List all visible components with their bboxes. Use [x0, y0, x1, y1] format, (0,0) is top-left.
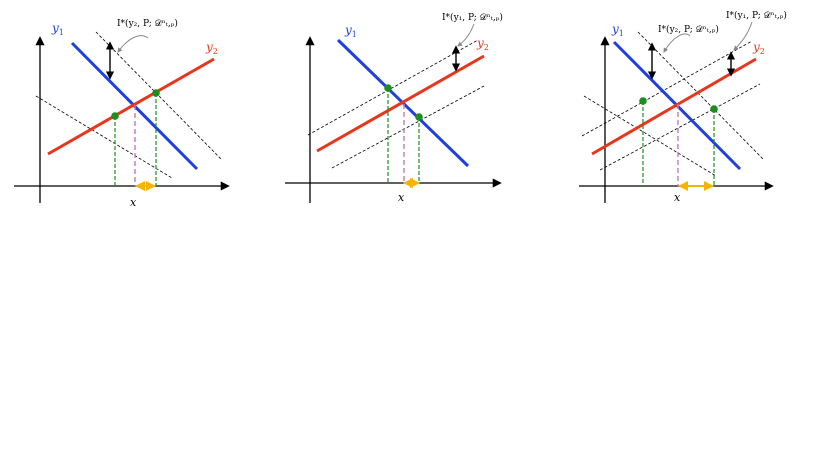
- intersection-point-right: [415, 113, 423, 121]
- panel-1: y1 y2 x I*(y₂, P; 𝒟ⁿₜ,ₚ): [14, 18, 230, 209]
- intersection-point-right: [152, 89, 160, 97]
- y2-line: [316, 54, 485, 153]
- band-line-y2-upper: [581, 40, 753, 137]
- intersection-point-left: [639, 97, 647, 105]
- annotation-pointer: [457, 23, 475, 47]
- y2-line: [47, 57, 215, 156]
- band-line-lower: [331, 85, 485, 169]
- x-label: x: [674, 191, 681, 204]
- panel-3: y1 y2 x I*(y₂, P; 𝒟ⁿₜ,ₚ) I*(y₁, P; 𝒟ⁿₜ,ₚ…: [579, 10, 787, 204]
- y2-label: y2: [205, 40, 218, 56]
- y1-label: y1: [611, 22, 624, 38]
- y1-label: y1: [51, 21, 64, 37]
- y1-label: y1: [344, 23, 357, 39]
- band-line-upper: [307, 39, 479, 136]
- annotation-label-right: I*(y₁, P; 𝒟ⁿₜ,ₚ): [726, 10, 787, 21]
- panel-2: y1 y2 x I*(y₁, P; 𝒟ⁿₜ,ₚ): [285, 12, 503, 204]
- annotation-label-left: I*(y₂, P; 𝒟ⁿₜ,ₚ): [658, 24, 719, 35]
- x-label: x: [398, 191, 405, 204]
- intersection-point-left: [111, 112, 119, 120]
- annotation-label: I*(y₂, P; 𝒟ⁿₜ,ₚ): [117, 18, 178, 29]
- y2-label: y2: [752, 40, 765, 56]
- annotation-pointer: [117, 35, 149, 53]
- intersection-point-right: [710, 105, 718, 113]
- annotation-label: I*(y₁, P; 𝒟ⁿₜ,ₚ): [442, 12, 503, 23]
- band-line-lower: [35, 95, 173, 179]
- annotation-pointer-left: [663, 33, 691, 53]
- annotation-pointer-right: [733, 21, 753, 51]
- y2-label: y2: [476, 36, 489, 52]
- band-line-y1-lower: [583, 95, 717, 177]
- band-line-y2-lower: [599, 83, 761, 171]
- intersection-point-left: [384, 84, 392, 92]
- band-line-y1-upper: [637, 31, 765, 161]
- x-label: x: [130, 196, 137, 209]
